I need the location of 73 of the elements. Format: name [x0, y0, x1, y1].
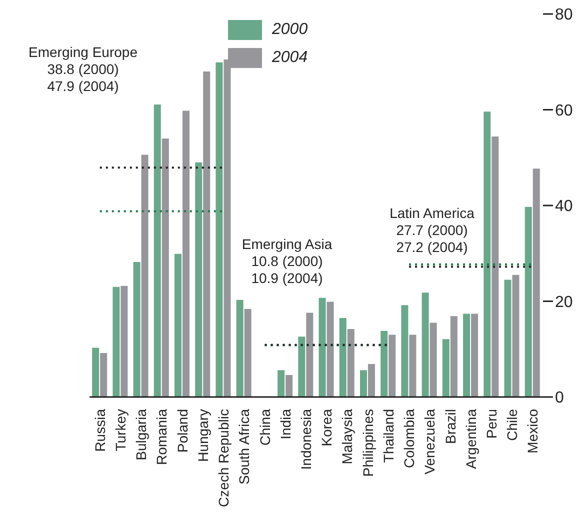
bar	[524, 206, 532, 397]
bar	[339, 318, 346, 397]
bar	[512, 274, 520, 397]
x-tick-label: Colombia	[401, 408, 418, 468]
bar	[141, 154, 148, 397]
bar	[450, 316, 458, 397]
bar	[347, 329, 354, 397]
annotation: Latin America 27.7 (2000) 27.2 (2004)	[390, 205, 474, 256]
x-tick-label: Brazil	[442, 409, 458, 444]
bar	[380, 330, 388, 397]
x-tick-label: South Africa	[236, 408, 252, 484]
x-tick-label: Thailand	[380, 409, 396, 463]
x-tick-label: Russia	[92, 408, 108, 452]
x-tick-label: Czech Republic	[216, 409, 232, 508]
bar	[298, 336, 306, 397]
x-tick-label: Bulgaria	[133, 408, 150, 460]
bar	[306, 312, 314, 397]
bar	[492, 136, 499, 397]
bar	[326, 302, 334, 397]
bar	[463, 314, 470, 397]
x-tick-label: Mexico	[524, 408, 541, 454]
x-tick-label: Hungary	[194, 409, 211, 462]
x-tick-label: Philippines	[360, 409, 376, 477]
bar	[162, 138, 169, 397]
annotation: Emerging Asia 10.8 (2000) 10.9 (2004)	[242, 236, 332, 287]
bar	[532, 168, 540, 397]
bar	[430, 322, 437, 397]
bar	[120, 286, 128, 397]
x-tick-label: China	[256, 408, 273, 446]
bar	[195, 162, 202, 397]
bar	[484, 112, 491, 397]
bar	[133, 262, 140, 397]
bar	[182, 110, 190, 397]
bar	[203, 71, 210, 397]
x-tick-label: Peru	[483, 409, 500, 439]
x-tick-label: Malaysia	[339, 408, 356, 464]
bar	[401, 305, 408, 397]
x-tick-label: Romania	[154, 408, 170, 466]
bar	[409, 334, 416, 397]
annotation: Emerging Europe 38.8 (2000) 47.9 (2004)	[28, 44, 138, 95]
x-tick-label: India	[277, 408, 294, 440]
legend-label: 2000	[272, 21, 308, 39]
bar	[92, 348, 100, 397]
bar	[471, 314, 478, 397]
y-tick-label: 80	[555, 6, 573, 24]
y-tick-label: 0	[555, 390, 564, 407]
bar	[174, 254, 182, 397]
bar	[216, 62, 223, 397]
bar	[368, 364, 375, 397]
x-tick-label: Chile	[504, 408, 520, 441]
bar	[100, 352, 108, 397]
x-tick-label: Venezuela	[422, 408, 438, 474]
bar	[504, 280, 512, 397]
bar	[360, 370, 367, 397]
bar	[236, 300, 244, 397]
y-tick-label: 20	[555, 294, 573, 311]
bar	[278, 370, 285, 397]
y-tick-label: 60	[555, 102, 573, 120]
x-tick-label: Poland	[174, 409, 190, 453]
bar	[244, 308, 252, 397]
bar	[318, 298, 326, 397]
bar	[286, 374, 293, 397]
x-tick-label: Turkey	[112, 409, 129, 452]
x-tick-label: Argentina	[462, 408, 479, 469]
x-tick-label: Indonesia	[298, 408, 314, 470]
bar	[422, 292, 429, 397]
bar	[112, 286, 120, 397]
bar	[388, 334, 396, 397]
x-tick-label: Korea	[318, 408, 335, 446]
bar	[442, 339, 450, 397]
legend-label: 2004	[272, 49, 308, 67]
y-tick-label: 40	[555, 198, 573, 216]
bar	[154, 104, 161, 397]
